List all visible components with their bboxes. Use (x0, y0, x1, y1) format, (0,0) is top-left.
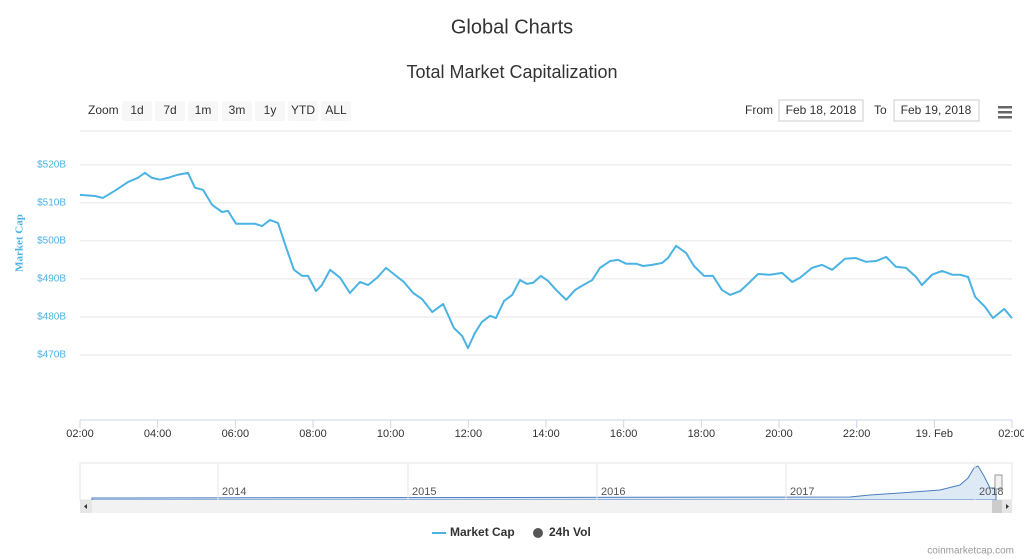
x-tick-label: 04:00 (144, 428, 172, 440)
zoom-button-label: 1d (130, 103, 143, 117)
from-label: From (745, 103, 773, 117)
navigator-label: 2017 (790, 486, 814, 498)
zoom-button-label: 7d (163, 103, 176, 117)
navigator (79, 462, 1013, 513)
legend-swatch (533, 528, 543, 538)
navigator-label: 2014 (222, 486, 246, 498)
y-tick-label: $470B (37, 350, 66, 361)
chart-title: Total Market Capitalization (406, 62, 617, 82)
navigator-label: 2015 (412, 486, 436, 498)
series-line (79, 171, 1013, 350)
zoom-label: Zoom (88, 103, 119, 117)
from-date: Feb 18, 2018 (786, 103, 857, 117)
to-label: To (874, 103, 887, 117)
y-tick-label: $500B (37, 236, 66, 247)
zoom-button-label: ALL (325, 103, 347, 117)
x-tick-label: 06:00 (222, 428, 250, 440)
navigator-label: 2018 (979, 486, 1003, 498)
y-tick-label: $480B (37, 312, 66, 323)
navigator-label: 2016 (601, 486, 625, 498)
from-input[interactable] (778, 99, 864, 122)
x-tick-label: 18:00 (688, 428, 716, 440)
y-axis-title: Market Cap (14, 214, 26, 272)
zoom-button[interactable] (288, 101, 318, 121)
y-tick-label: $520B (37, 159, 66, 170)
y-tick-label: $490B (37, 274, 66, 285)
x-tick-label: 19. Feb (916, 428, 953, 440)
zoom-button[interactable] (122, 101, 152, 121)
zoom-button[interactable] (188, 101, 218, 121)
x-tick-label: 14:00 (532, 428, 560, 440)
x-tick-label: 12:00 (455, 428, 483, 440)
menu-button[interactable] (996, 104, 1014, 120)
credit: coinmarketcap.com (927, 546, 1014, 557)
legend-entry[interactable]: 24h Vol (549, 525, 591, 539)
zoom-button[interactable] (222, 101, 252, 121)
zoom-button[interactable] (321, 101, 351, 121)
to-date: Feb 19, 2018 (901, 103, 972, 117)
to-input[interactable] (893, 99, 980, 122)
zoom-button-label: YTD (291, 103, 315, 117)
zoom-button[interactable] (255, 101, 285, 121)
x-tick-label: 10:00 (377, 428, 405, 440)
zoom-button[interactable] (155, 101, 185, 121)
x-tick-label: 02:00 (66, 428, 94, 440)
legend: Market Cap 24h Vol (432, 525, 591, 539)
zoom-button-label: 3m (229, 103, 246, 117)
page-header: Global Charts (451, 16, 573, 38)
x-tick-label: 22:00 (843, 428, 871, 440)
x-tick-label: 20:00 (765, 428, 793, 440)
zoom-button-label: 1y (264, 103, 277, 117)
x-tick-label: 16:00 (610, 428, 638, 440)
x-tick-label: 08:00 (299, 428, 327, 440)
legend-entry[interactable]: Market Cap (450, 525, 515, 539)
x-tick-label: 02:00 (998, 428, 1024, 440)
y-tick-label: $510B (37, 198, 66, 209)
zoom-button-label: 1m (195, 103, 212, 117)
